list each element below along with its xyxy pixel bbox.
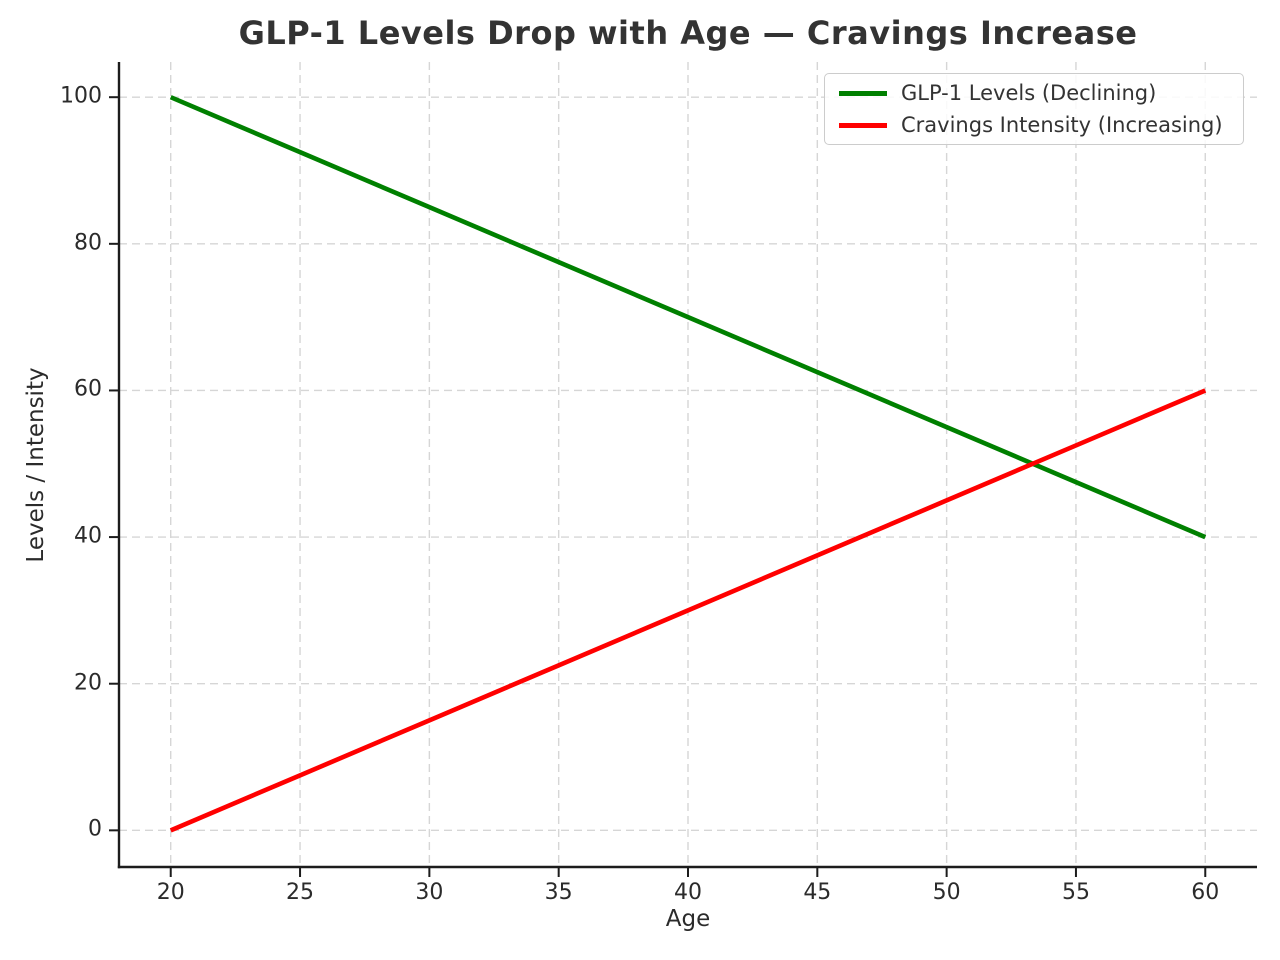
y-tick-label: 0 xyxy=(88,816,102,842)
legend-label-glp1: GLP-1 Levels (Declining) xyxy=(901,81,1157,105)
x-tick-label: 25 xyxy=(286,880,315,905)
series-line-1 xyxy=(169,388,1207,833)
x-tick-label: 45 xyxy=(803,880,832,905)
y-tick-label: 60 xyxy=(74,376,102,402)
legend-swatch-cravings-line-icon xyxy=(839,122,887,128)
x-tick-label: 60 xyxy=(1191,880,1220,905)
legend-label-cravings: Cravings Intensity (Increasing) xyxy=(901,113,1223,137)
x-tick-label: 30 xyxy=(415,880,444,905)
legend-item: GLP-1 Levels (Declining) xyxy=(825,81,1243,105)
legend: GLP-1 Levels (Declining) Cravings Intens… xyxy=(824,73,1244,145)
y-axis-label: Levels / Intensity xyxy=(23,367,49,563)
x-tick-label: 35 xyxy=(544,880,573,905)
x-tick-label: 20 xyxy=(156,880,185,905)
y-tick-label: 80 xyxy=(74,230,102,256)
chart-title: GLP-1 Levels Drop with Age — Cravings In… xyxy=(238,14,1138,52)
x-tick-label: 55 xyxy=(1061,880,1090,905)
y-tick-label: 100 xyxy=(60,83,102,109)
legend-item: Cravings Intensity (Increasing) xyxy=(825,113,1243,137)
y-tick-label: 40 xyxy=(74,523,102,549)
x-tick-label: 50 xyxy=(932,880,961,905)
legend-swatch-glp1-line-icon xyxy=(839,90,887,96)
y-tick-label: 20 xyxy=(74,670,102,696)
x-tick-label: 40 xyxy=(674,880,702,905)
x-axis-label: Age xyxy=(665,906,711,932)
